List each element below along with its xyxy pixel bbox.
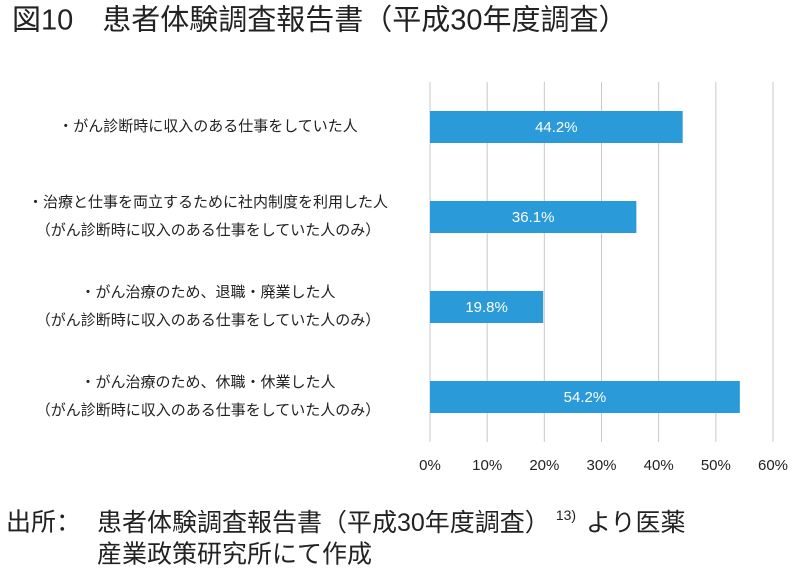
value-label: 36.1% (512, 209, 555, 226)
source-line1a: 患者体験調査報告書（平成30年度調査） (97, 509, 550, 537)
bar (430, 291, 544, 323)
bar (430, 201, 637, 233)
x-tick-label: 10% (472, 457, 502, 474)
y-tick-label: （がん診断時に収入のある仕事をしていた人のみ） (36, 402, 381, 419)
x-tick-label: 50% (701, 457, 731, 474)
source-ref: 13) (556, 507, 576, 523)
source-line2: 産業政策研究所にて作成 (97, 541, 372, 569)
x-tick-label: 60% (758, 457, 788, 474)
y-tick-label: ・治療と仕事を両立するために社内制度を利用した人 (28, 194, 388, 211)
source-line1b: より医薬 (586, 509, 686, 537)
y-tick-label: （がん診断時に収入のある仕事をしていた人のみ） (36, 222, 381, 239)
bar (430, 381, 740, 413)
bar (430, 111, 683, 143)
x-tick-label: 40% (644, 457, 674, 474)
x-tick-label: 0% (419, 457, 441, 474)
y-tick-label: ・がん診断時に収入のある仕事をしていた人 (58, 118, 358, 135)
y-tick-label: ・がん治療のため、退職・廃業した人 (80, 283, 335, 301)
value-label: 54.2% (564, 389, 607, 406)
chart-title: 図10 患者体験調査報告書（平成30年度調査） (12, 4, 628, 37)
source-text: 患者体験調査報告書（平成30年度調査） 13) より医薬 (97, 507, 686, 537)
y-tick-label: （がん診断時に収入のある仕事をしていた人のみ） (36, 312, 381, 329)
y-tick-label: ・がん治療のため、休職・休業した人 (80, 374, 335, 391)
value-label: 19.8% (465, 299, 508, 316)
x-tick-label: 30% (586, 457, 616, 474)
source-label: 出所： (6, 509, 81, 537)
value-label: 44.2% (535, 119, 578, 136)
x-tick-label: 20% (529, 457, 559, 474)
